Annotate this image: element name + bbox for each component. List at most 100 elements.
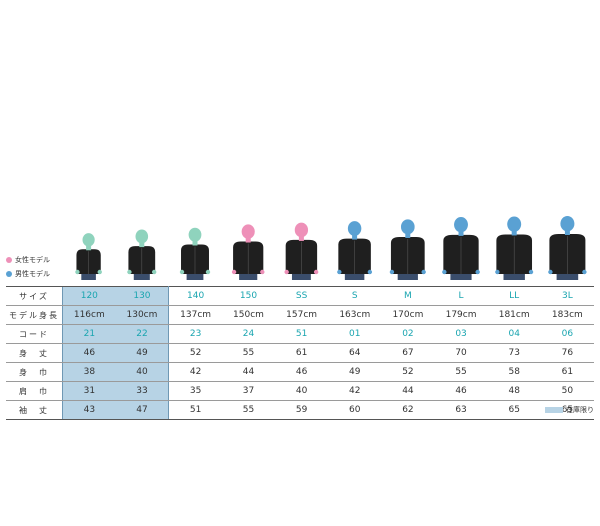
table-cell: 181cm bbox=[487, 305, 541, 325]
male-icon bbox=[6, 271, 12, 277]
table-cell: 48 bbox=[487, 381, 541, 401]
table-cell: 157cm bbox=[275, 305, 329, 325]
female-legend: 女性モデル bbox=[6, 255, 50, 265]
table-cell: 130 bbox=[115, 286, 170, 306]
table-cell: 58 bbox=[487, 362, 541, 382]
table-cell: 179cm bbox=[434, 305, 488, 325]
stock-legend: 在庫限り bbox=[545, 405, 594, 415]
table-cell: 21 bbox=[61, 324, 116, 344]
female-icon bbox=[6, 257, 12, 263]
table-cell: 61 bbox=[275, 343, 329, 363]
table-cell: 150 bbox=[221, 286, 276, 306]
model-figure bbox=[389, 219, 426, 280]
table-cell: 60 bbox=[328, 400, 382, 420]
table-cell: 76 bbox=[540, 343, 594, 363]
table-cell: 52 bbox=[168, 343, 222, 363]
male-legend-label: 男性モデル bbox=[15, 270, 50, 278]
table-cell: 47 bbox=[115, 400, 170, 420]
model-figure bbox=[284, 222, 319, 280]
model-figure bbox=[337, 221, 373, 280]
table-cell: 61 bbox=[540, 362, 594, 382]
table-cell: 73 bbox=[487, 343, 541, 363]
table-cell: 55 bbox=[221, 400, 276, 420]
table-cell: 116cm bbox=[61, 305, 116, 325]
table-cell: 51 bbox=[275, 324, 329, 344]
table-cell: 64 bbox=[328, 343, 382, 363]
row-label: 肩 巾 bbox=[6, 381, 63, 401]
table-cell: 120 bbox=[61, 286, 116, 306]
table-cell: 49 bbox=[115, 343, 170, 363]
table-cell: 163cm bbox=[328, 305, 382, 325]
row-label: コード bbox=[6, 324, 63, 344]
table-cell: 46 bbox=[61, 343, 116, 363]
table-cell: 63 bbox=[434, 400, 488, 420]
model-figure bbox=[179, 227, 211, 280]
table-cell: 31 bbox=[61, 381, 116, 401]
stock-legend-label: 在庫限り bbox=[566, 406, 594, 414]
table-cell: L bbox=[434, 286, 488, 306]
table-cell: 55 bbox=[434, 362, 488, 382]
row-label: サイズ bbox=[6, 286, 63, 306]
table-cell: 183cm bbox=[540, 305, 594, 325]
table-cell: 42 bbox=[328, 381, 382, 401]
table-cell: 01 bbox=[328, 324, 382, 344]
table-cell: 62 bbox=[381, 400, 435, 420]
model-figure bbox=[127, 229, 157, 280]
table-cell: 140 bbox=[168, 286, 222, 306]
table-cell: 51 bbox=[168, 400, 222, 420]
table-cell: 65 bbox=[487, 400, 541, 420]
table-cell: 23 bbox=[168, 324, 222, 344]
table-cell: 3L bbox=[540, 286, 594, 306]
row-label: 身 巾 bbox=[6, 362, 63, 382]
model-figure bbox=[495, 216, 534, 280]
model-figure bbox=[548, 216, 587, 280]
table-cell: 40 bbox=[115, 362, 170, 382]
table-cell: 37 bbox=[221, 381, 276, 401]
table-cell: 33 bbox=[115, 381, 170, 401]
male-legend: 男性モデル bbox=[6, 269, 50, 279]
table-cell: 24 bbox=[221, 324, 276, 344]
table-cell: 38 bbox=[61, 362, 116, 382]
table-cell: S bbox=[328, 286, 382, 306]
table-cell: 42 bbox=[168, 362, 222, 382]
table-cell: 59 bbox=[275, 400, 329, 420]
table-cell: 137cm bbox=[168, 305, 222, 325]
table-cell: 52 bbox=[381, 362, 435, 382]
table-cell: 22 bbox=[115, 324, 170, 344]
table-cell: 67 bbox=[381, 343, 435, 363]
table-cell: 44 bbox=[381, 381, 435, 401]
table-cell: 150cm bbox=[221, 305, 276, 325]
table-cell: 04 bbox=[487, 324, 541, 344]
table-cell: LL bbox=[487, 286, 541, 306]
model-figure bbox=[442, 217, 480, 280]
row-label: モデル身長 bbox=[6, 305, 63, 325]
table-cell: 06 bbox=[540, 324, 594, 344]
table-cell: 65 bbox=[540, 400, 594, 420]
table-cell: 50 bbox=[540, 381, 594, 401]
row-label: 袖 丈 bbox=[6, 400, 63, 420]
model-figures bbox=[75, 216, 587, 280]
table-row: サイズ 120 130 140 150 SS S M L LL 3L bbox=[6, 286, 594, 306]
model-figure bbox=[75, 233, 102, 280]
table-row: 袖 丈 43 47 51 55 59 60 62 63 65 65 bbox=[6, 400, 594, 420]
row-label: 身 丈 bbox=[6, 343, 63, 363]
table-cell: 03 bbox=[434, 324, 488, 344]
table-cell: SS bbox=[275, 286, 329, 306]
table-cell: M bbox=[381, 286, 435, 306]
table-cell: 49 bbox=[328, 362, 382, 382]
table-cell: 130cm bbox=[115, 305, 170, 325]
table-cell: 40 bbox=[275, 381, 329, 401]
female-legend-label: 女性モデル bbox=[15, 256, 50, 264]
size-table: サイズ 120 130 140 150 SS S M L LL 3L モデル身長 116cm 130cm 1… bbox=[6, 286, 594, 420]
table-cell: 35 bbox=[168, 381, 222, 401]
table-row: 身 巾 38 40 42 44 46 49 52 55 58 61 bbox=[6, 362, 594, 382]
table-cell: 02 bbox=[381, 324, 435, 344]
table-row: モデル身長 116cm 130cm 137cm 150cm 157cm 163cm 170cm… bbox=[6, 305, 594, 325]
table-row: 身 丈 46 49 52 55 61 64 67 70 73 76 bbox=[6, 343, 594, 363]
table-cell: 170cm bbox=[381, 305, 435, 325]
table-cell: 43 bbox=[61, 400, 116, 420]
stock-swatch bbox=[545, 407, 563, 413]
table-cell: 70 bbox=[434, 343, 488, 363]
table-row: コード 21 22 23 24 51 01 02 03 04 06 bbox=[6, 324, 594, 344]
